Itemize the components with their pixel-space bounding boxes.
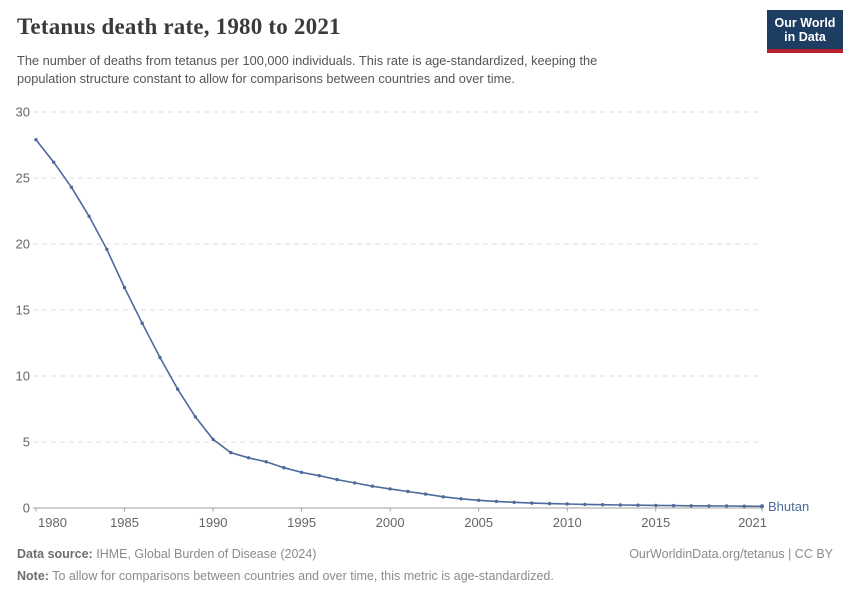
note-line: Note: To allow for comparisons between c… <box>17 568 833 584</box>
data-point-1987[interactable] <box>158 355 162 360</box>
series-line-bhutan <box>35 139 763 508</box>
owid-logo: Our World in Data <box>767 10 843 53</box>
x-tick-label-2010: 2010 <box>553 515 582 530</box>
y-tick-label-0: 0 <box>23 501 30 516</box>
data-point-2015[interactable] <box>654 503 658 508</box>
note-label: Note: <box>17 569 49 583</box>
data-point-1999[interactable] <box>370 484 375 488</box>
data-point-1985[interactable] <box>122 285 127 290</box>
data-point-2007[interactable] <box>512 500 516 504</box>
x-tick-label-2021: 2021 <box>738 515 767 530</box>
data-point-2006[interactable] <box>494 499 499 504</box>
data-point-2005[interactable] <box>477 498 481 502</box>
data-point-1991[interactable] <box>229 450 233 455</box>
y-tick-label-20: 20 <box>16 237 30 252</box>
data-point-1980[interactable] <box>34 138 38 142</box>
data-point-1988[interactable] <box>176 387 180 391</box>
data-point-2003[interactable] <box>441 495 445 499</box>
owid-url-link[interactable]: OurWorldinData.org/tetanus | CC BY <box>629 547 833 561</box>
data-point-1983[interactable] <box>87 214 91 218</box>
data-point-2002[interactable] <box>423 492 428 496</box>
data-source-text: IHME, Global Burden of Disease (2024) <box>96 547 317 561</box>
data-point-2021[interactable] <box>760 504 764 509</box>
data-point-1986[interactable] <box>140 321 144 325</box>
subtitle-line-1: The number of deaths from tetanus per 10… <box>17 53 598 68</box>
data-point-1996[interactable] <box>317 474 321 478</box>
data-point-2013[interactable] <box>618 503 622 507</box>
data-point-1992[interactable] <box>246 456 251 460</box>
data-point-2008[interactable] <box>530 501 534 505</box>
x-tick-label-2015: 2015 <box>641 515 670 530</box>
x-tick-label-1995: 1995 <box>287 515 316 530</box>
data-point-2020[interactable] <box>742 504 746 508</box>
data-point-2014[interactable] <box>636 503 640 507</box>
x-tick-label-2000: 2000 <box>376 515 405 530</box>
line-chart-plot[interactable]: 0 5 10 15 20 25 30 1980 1985 1990 1995 2000 2005 2010… <box>0 0 850 545</box>
entity-label-bhutan: Bhutan <box>768 499 809 514</box>
data-source-label: Data source: <box>17 547 93 561</box>
data-point-2004[interactable] <box>459 497 463 501</box>
x-tick-label-2005: 2005 <box>464 515 493 530</box>
data-point-1990[interactable] <box>211 437 215 442</box>
x-tick-label-1990: 1990 <box>199 515 228 530</box>
data-point-1997[interactable] <box>335 477 339 482</box>
chart-title: Tetanus death rate, 1980 to 2021 <box>17 14 341 39</box>
y-tick-label-30: 30 <box>16 105 30 120</box>
y-tick-label-5: 5 <box>23 435 30 450</box>
data-point-1993[interactable] <box>264 460 268 464</box>
data-point-2000[interactable] <box>388 487 392 491</box>
data-point-1989[interactable] <box>193 415 198 419</box>
data-point-2016[interactable] <box>671 503 676 508</box>
x-tick-label-1980: 1980 <box>38 515 67 530</box>
note-text: To allow for comparisons between countri… <box>52 569 554 583</box>
logo-line-2: in Data <box>784 30 826 44</box>
y-tick-label-10: 10 <box>16 369 30 384</box>
data-point-1982[interactable] <box>69 185 74 189</box>
data-point-1995[interactable] <box>299 470 304 475</box>
logo-line-1: Our World <box>774 16 836 30</box>
x-tick-label-1985: 1985 <box>110 515 139 530</box>
chart-footer: Data source: IHME, Global Burden of Dise… <box>17 546 833 584</box>
chart-subtitle: The number of deaths from tetanus per 10… <box>17 52 717 87</box>
data-point-1998[interactable] <box>353 481 357 485</box>
data-point-2009[interactable] <box>547 501 552 506</box>
data-point-2001[interactable] <box>406 489 410 494</box>
subtitle-line-2: population structure constant to allow f… <box>17 70 515 86</box>
data-point-1984[interactable] <box>105 247 109 251</box>
data-point-2012[interactable] <box>600 503 605 507</box>
data-point-2017[interactable] <box>689 504 693 508</box>
data-point-1994[interactable] <box>282 466 286 470</box>
data-point-2011[interactable] <box>583 502 587 507</box>
y-tick-label-25: 25 <box>16 171 30 186</box>
y-tick-label-15: 15 <box>16 303 30 318</box>
data-source-line: Data source: IHME, Global Burden of Dise… <box>17 546 316 562</box>
data-point-2010[interactable] <box>565 502 569 506</box>
data-point-2019[interactable] <box>724 504 729 508</box>
data-point-2018[interactable] <box>707 504 711 508</box>
data-point-1981[interactable] <box>52 160 56 164</box>
